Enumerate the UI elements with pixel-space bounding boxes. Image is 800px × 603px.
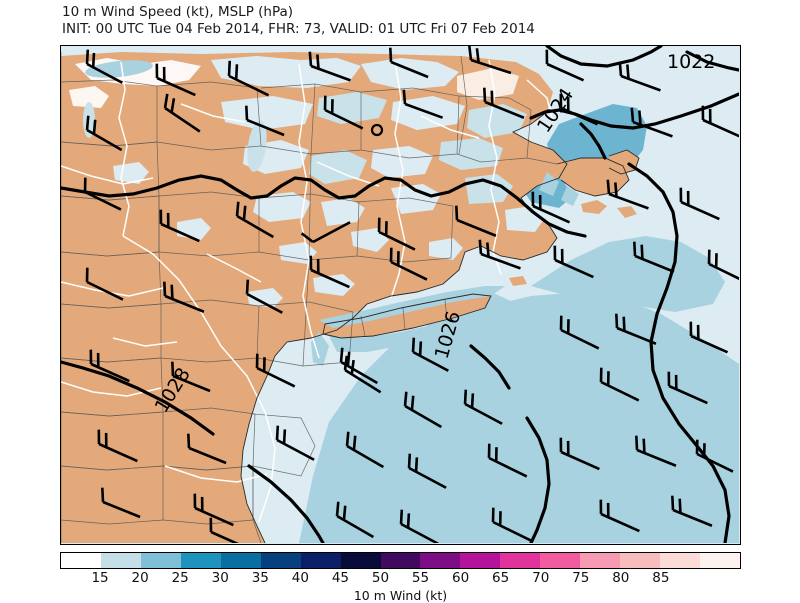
colorbar-tick-75: 75 [572,570,590,586]
map-plot-area[interactable]: 1022 1024 1026 1028 [60,45,741,545]
colorbar-swatch-14 [620,553,661,568]
landmass [61,52,639,543]
wind-barbs [83,46,739,543]
colorbar-tick-30: 30 [211,570,229,586]
colorbar-tick-65: 65 [492,570,510,586]
isobar-label-1022: 1022 [667,51,715,73]
colorbar-swatch-8 [380,553,421,568]
coastal-water [311,172,579,366]
colorbar-tick-15: 15 [91,570,109,586]
colorbar-tick-20: 20 [131,570,149,586]
colorbar-tick-labels: 15 20 25 30 35 40 45 50 55 60 65 70 75 80 85 [60,569,741,589]
colorbar-tick-55: 55 [411,570,430,586]
figure-title-block: 10 m Wind Speed (kt), MSLP (hPa) INIT: 0… [62,4,535,38]
colorbar-swatch-5 [260,553,301,568]
station-marker [370,123,384,137]
colorbar-swatch-3 [180,553,221,568]
colorbar-swatch-2 [140,553,181,568]
colorbar-tick-85: 85 [652,570,670,586]
colorbar-swatch-10 [460,553,501,568]
colorbar-swatch-11 [500,553,541,568]
colorbar-swatches[interactable] [60,552,741,569]
colorbar-swatch-16 [700,553,740,568]
colorbar-tick-60: 60 [451,570,470,586]
colorbar-tick-25: 25 [171,570,189,586]
colorbar-swatch-9 [420,553,461,568]
colorbar-swatch-12 [540,553,581,568]
coastline [240,111,640,543]
colorbar-tick-45: 45 [331,570,349,586]
colorbar-swatch-15 [660,553,700,568]
map-graphic: 1022 1024 1026 1028 [61,46,739,543]
colorbar-tick-80: 80 [612,570,630,586]
colorbar-swatch-4 [220,553,261,568]
colorbar-title: 10 m Wind (kt) [353,588,448,603]
rivers [61,59,554,523]
figure-title: 10 m Wind Speed (kt), MSLP (hPa) [62,4,294,20]
colorbar-tick-35: 35 [251,570,269,586]
isobar-contours [61,46,739,543]
colorbar-tick-70: 70 [532,570,550,586]
colorbar-swatch-7 [340,553,381,568]
colorbar-swatch-0 [61,553,101,568]
colorbar-tick-40: 40 [291,570,309,586]
colorbar-swatch-6 [300,553,341,568]
colorbar-swatch-13 [580,553,621,568]
figure-subtitle: INIT: 00 UTC Tue 04 Feb 2014, FHR: 73, V… [62,21,535,37]
colorbar-region: 15 20 25 30 35 40 45 50 55 60 65 70 75 80 85 10 m Wind… [60,552,741,603]
colorbar-tick-50: 50 [371,570,390,586]
colorbar-swatch-1 [100,553,141,568]
